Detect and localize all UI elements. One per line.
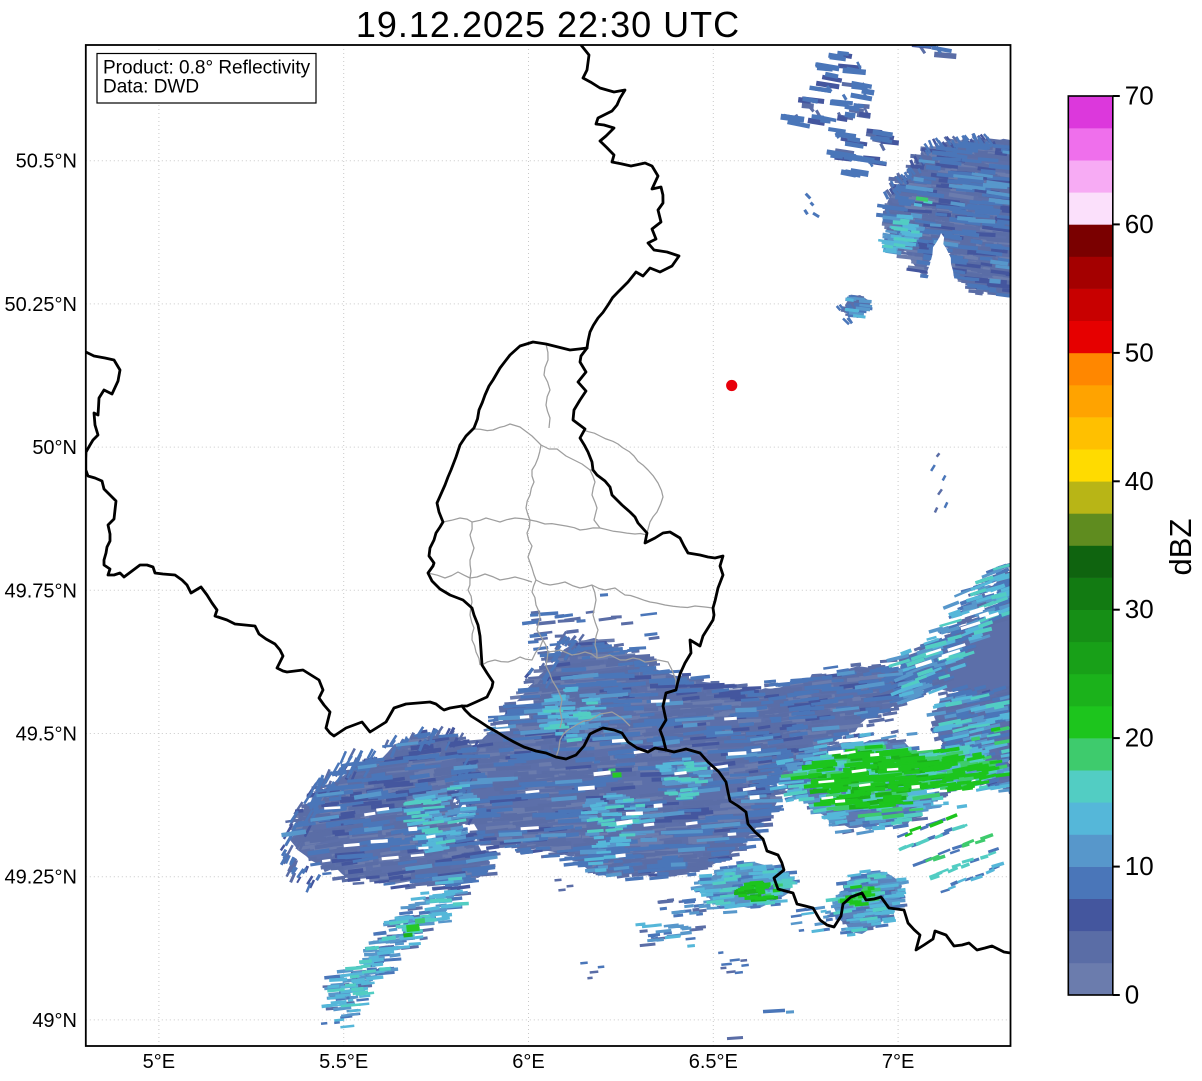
svg-text:20: 20 (1125, 723, 1154, 753)
svg-text:49°N: 49°N (32, 1010, 77, 1032)
svg-text:30: 30 (1125, 594, 1154, 624)
svg-text:10: 10 (1125, 851, 1154, 881)
svg-text:5°E: 5°E (143, 1051, 175, 1073)
svg-text:7°E: 7°E (882, 1051, 914, 1073)
svg-text:50: 50 (1125, 337, 1154, 367)
svg-text:49.75°N: 49.75°N (5, 580, 78, 602)
svg-text:60: 60 (1125, 209, 1154, 239)
svg-text:19.12.2025 22:30 UTC: 19.12.2025 22:30 UTC (356, 4, 740, 45)
svg-text:5.5°E: 5.5°E (319, 1051, 368, 1073)
svg-text:70: 70 (1125, 81, 1154, 111)
svg-text:Product: 0.8° Reflectivity: Product: 0.8° Reflectivity (103, 58, 311, 79)
svg-text:40: 40 (1125, 466, 1154, 496)
svg-text:49.25°N: 49.25°N (5, 867, 78, 889)
svg-text:49.5°N: 49.5°N (16, 724, 77, 746)
svg-text:0: 0 (1125, 980, 1139, 1010)
svg-text:50.5°N: 50.5°N (16, 151, 77, 173)
svg-text:Data: DWD: Data: DWD (103, 77, 199, 98)
svg-text:6.5°E: 6.5°E (689, 1051, 738, 1073)
svg-text:50.25°N: 50.25°N (5, 294, 78, 316)
svg-text:dBZ: dBZ (1163, 519, 1198, 576)
svg-text:6°E: 6°E (512, 1051, 544, 1073)
svg-text:50°N: 50°N (32, 437, 77, 459)
